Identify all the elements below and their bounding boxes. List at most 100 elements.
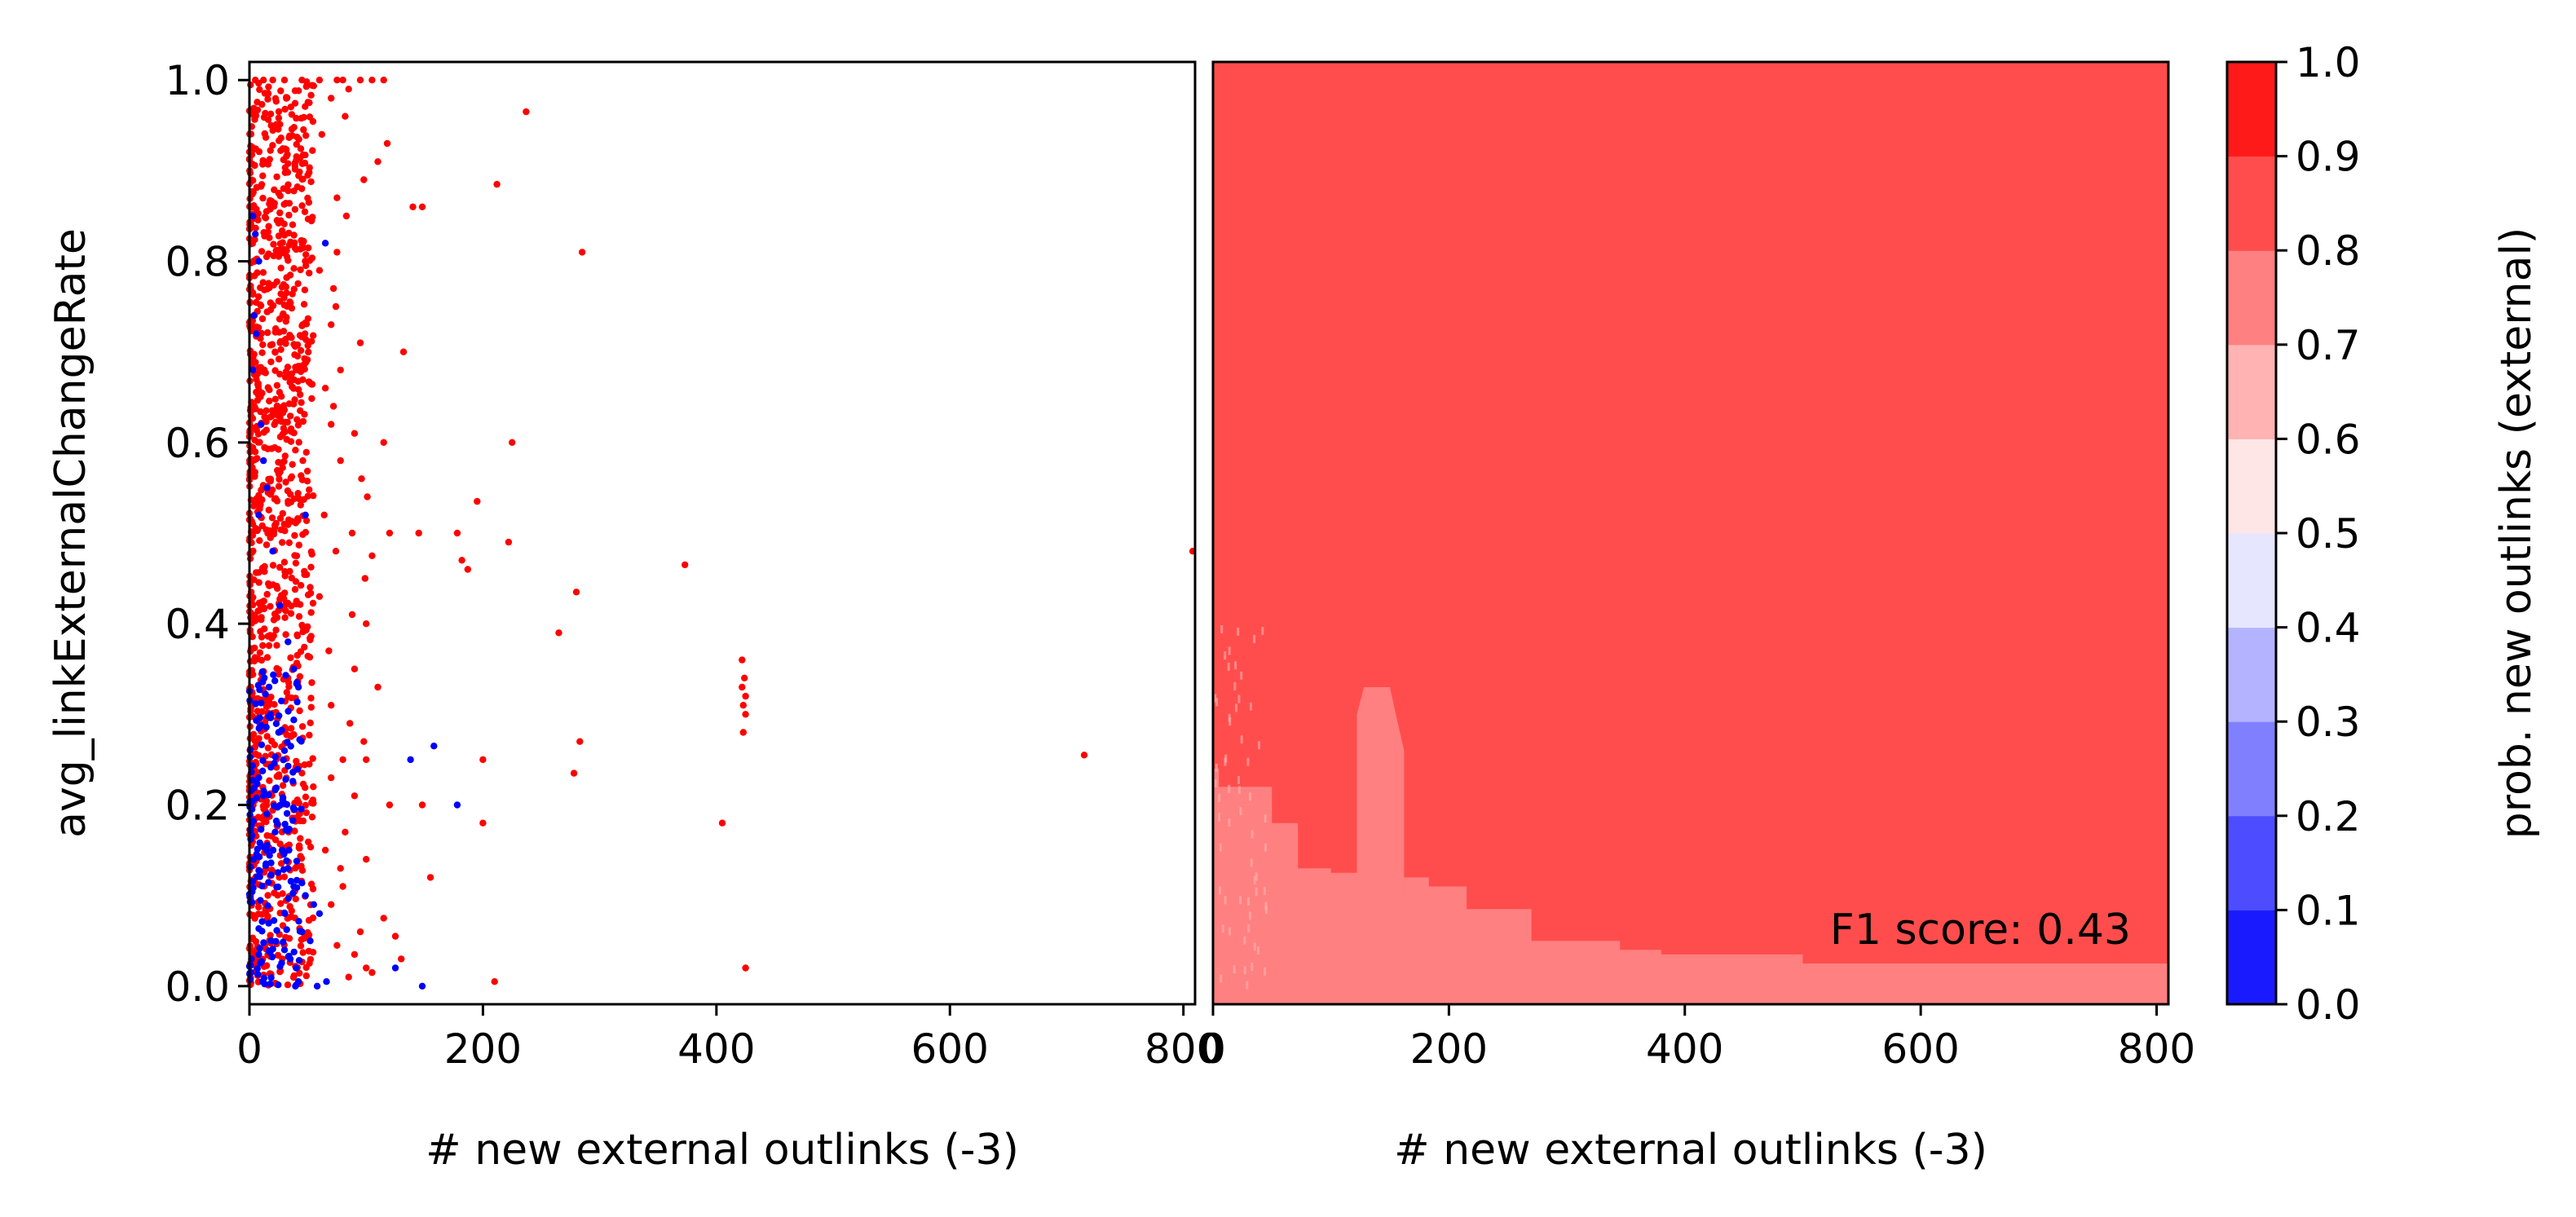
scatter-point — [279, 311, 286, 319]
probability-speckle — [1255, 872, 1258, 881]
scatter-point — [296, 332, 304, 339]
scatter-point — [249, 878, 257, 885]
scatter-point — [258, 826, 265, 833]
scatter-point — [298, 114, 305, 122]
scatter-point — [364, 493, 371, 500]
scatter-point — [283, 857, 290, 865]
scatter-point — [255, 569, 262, 576]
scatter-point — [285, 935, 293, 942]
probability-map-panel: 0 200 400 600 800 F1 score: 0.43 # new exter… — [1200, 60, 2195, 1175]
scatter-point — [290, 883, 298, 890]
scatter-point — [309, 885, 317, 893]
scatter-point — [257, 959, 264, 967]
scatter-point — [254, 607, 262, 615]
scatter-point — [254, 293, 262, 301]
scatter-point — [296, 817, 304, 825]
scatter-point — [255, 599, 263, 606]
scatter-point — [328, 321, 335, 329]
scatter-point — [279, 509, 286, 518]
scatter-point — [280, 302, 288, 309]
scatter-point — [293, 964, 300, 972]
scatter-point — [509, 439, 516, 446]
probability-speckle — [1219, 843, 1222, 852]
scatter-point — [333, 194, 341, 201]
scatter-point — [302, 793, 310, 800]
scatter-point — [249, 353, 257, 361]
scatter-point — [281, 527, 289, 535]
scatter-point — [280, 425, 288, 432]
scatter-point — [271, 395, 279, 403]
scatter-point — [278, 283, 286, 291]
scatter-point — [298, 77, 306, 84]
scatter-point — [298, 236, 305, 245]
scatter-point — [280, 558, 289, 566]
scatter-point — [280, 520, 288, 528]
probability-map — [1213, 62, 2168, 1004]
scatter-point — [308, 337, 315, 345]
probability-map-x-axis-title: # new external outlinks (-3) — [1394, 1126, 1987, 1175]
scatter-point — [368, 552, 376, 559]
scatter-point — [328, 901, 335, 908]
scatter-point — [310, 82, 317, 90]
scatter-point — [287, 428, 295, 435]
scatter-point — [298, 866, 307, 875]
scatter-point — [275, 114, 283, 121]
scatter-point — [285, 400, 293, 408]
scatter-point — [360, 738, 368, 745]
scatter-point — [297, 145, 305, 152]
scatter-point — [297, 501, 304, 509]
scatter-point — [267, 932, 274, 939]
scatter-point — [315, 593, 324, 600]
scatter-point — [251, 112, 259, 121]
scatter-point — [407, 756, 414, 764]
scatter-point — [391, 933, 399, 940]
probability-speckle — [1253, 942, 1256, 951]
scatter-point — [305, 916, 313, 924]
probability-speckle — [1239, 807, 1242, 815]
scatter-point — [275, 189, 282, 197]
scatter-point — [418, 203, 426, 210]
scatter-point — [287, 104, 294, 111]
scatter-point — [297, 601, 304, 608]
scatter-point — [280, 946, 289, 954]
scatter-point — [356, 339, 364, 346]
scatter-point — [307, 178, 315, 186]
scatter-point — [271, 421, 278, 429]
scatter-point — [262, 962, 271, 969]
scatter-point — [298, 202, 306, 209]
scatter-point — [291, 87, 299, 95]
scatter-point — [329, 403, 337, 410]
scatter-point — [259, 802, 267, 810]
scatter-point — [259, 756, 267, 765]
scatter-point — [279, 782, 287, 789]
scatter-point — [294, 421, 302, 429]
scatter-point — [310, 783, 317, 791]
scatter-point — [491, 978, 498, 986]
scatter-point — [328, 774, 335, 782]
scatter-point — [741, 674, 748, 681]
scatter-point — [287, 654, 294, 662]
scatter-point — [252, 224, 259, 232]
probability-speckle — [1264, 902, 1268, 911]
scatter-point — [308, 381, 316, 388]
scatter-point — [292, 895, 299, 903]
scatter-point — [265, 223, 272, 230]
scatter-point — [263, 831, 271, 840]
probability-speckle — [1224, 896, 1227, 905]
probability-speckle — [1237, 775, 1240, 784]
scatter-point — [277, 134, 285, 142]
scatter-point — [296, 672, 304, 681]
scatter-point — [285, 865, 292, 872]
colorbar-level — [2227, 250, 2276, 346]
scatter-point — [264, 902, 271, 910]
scatter-point — [294, 280, 302, 288]
y-tick-label: 0.4 — [165, 601, 230, 648]
scatter-point — [276, 602, 284, 610]
scatter-point — [453, 529, 461, 537]
scatter-point — [523, 108, 530, 116]
scatter-point — [298, 880, 306, 887]
scatter-point — [279, 890, 286, 897]
scatter-point — [252, 700, 259, 708]
scatter-point — [256, 686, 263, 694]
scatter-point — [295, 172, 302, 179]
